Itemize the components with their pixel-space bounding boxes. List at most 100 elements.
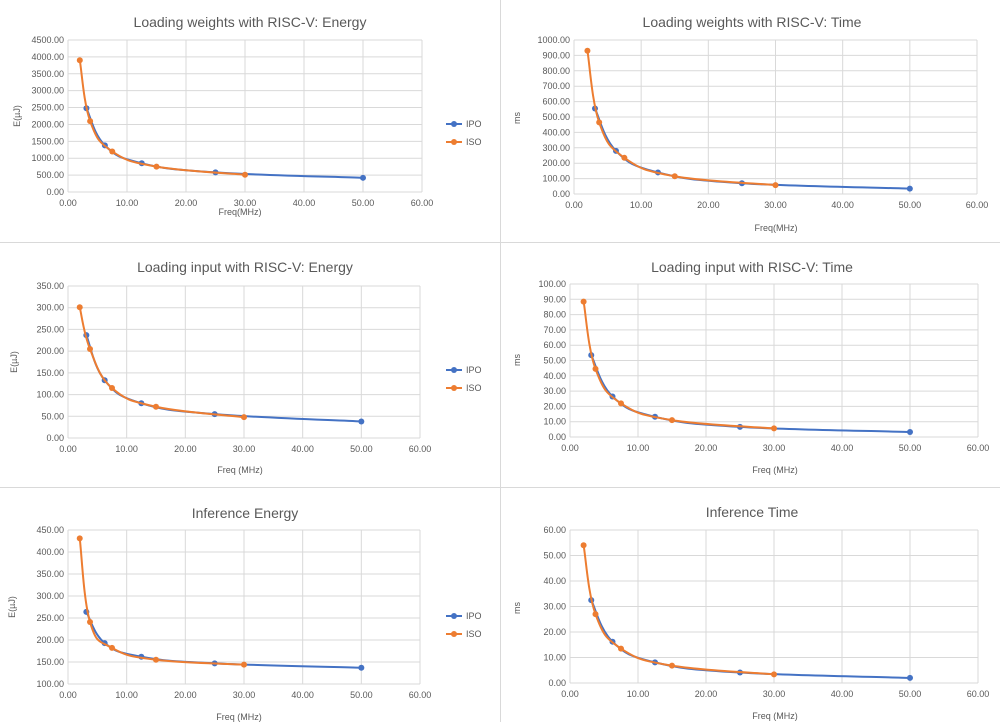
- y-tick-label: 100.00: [36, 390, 64, 400]
- x-tick-label: 30.00: [233, 444, 256, 454]
- data-point-iso: [242, 171, 248, 178]
- y-tick-label: 20.00: [543, 627, 566, 637]
- chart-loading-weights-time: Loading weights with RISC-V: Time 0.00 10.…: [512, 14, 988, 233]
- chart-loading-input-time: Loading input with RISC-V: Time 0.00 10.00…: [512, 259, 990, 475]
- y-tick-label: 70.00: [543, 325, 566, 335]
- y-axis-label: E(µJ): [12, 105, 22, 127]
- y-tick-label: 400.00: [542, 127, 570, 137]
- series-line-iso: [78, 60, 246, 176]
- series-line-ipo: [590, 354, 911, 433]
- x-tick-label: 10.00: [627, 443, 650, 453]
- data-point-iso: [241, 661, 247, 668]
- series-line-ipo: [85, 334, 362, 423]
- data-point-iso: [109, 148, 116, 155]
- x-tick-label: 60.00: [967, 443, 990, 453]
- x-tick-label: 50.00: [350, 444, 373, 454]
- y-tick-label: 250.00: [36, 613, 64, 623]
- x-axis-label: Freq (MHz): [217, 465, 263, 475]
- x-tick-label: 0.00: [561, 689, 579, 699]
- y-tick-label: 4500.00: [31, 35, 64, 45]
- chart-title: Loading input with RISC-V: Energy: [137, 259, 353, 275]
- x-tick-label: 20.00: [174, 444, 197, 454]
- x-tick-label: 30.00: [233, 690, 256, 700]
- y-tick-label: 300.00: [542, 143, 570, 153]
- legend-marker-ipo: [451, 613, 457, 619]
- series-line-ipo: [590, 599, 911, 679]
- x-tick-label: 60.00: [409, 444, 432, 454]
- x-axis-label: Freq(MHz): [755, 223, 798, 233]
- data-point-iso: [771, 671, 777, 678]
- y-tick-label: 500.00: [36, 170, 64, 180]
- data-point-iso: [669, 662, 675, 669]
- data-point-iso: [580, 298, 587, 305]
- data-point-iso: [618, 400, 624, 407]
- data-point-iso: [671, 173, 678, 180]
- y-tick-label: 800.00: [542, 66, 570, 76]
- data-point-iso: [87, 118, 94, 125]
- y-tick-label: 30.00: [543, 602, 566, 612]
- x-tick-label: 30.00: [763, 443, 786, 453]
- x-tick-label: 40.00: [293, 198, 316, 208]
- data-point-iso: [87, 345, 93, 352]
- chart-panel-inference-time: Inference Time 0.00 10.00 20.00 30.00 40.00 50…: [501, 488, 1000, 722]
- x-tick-label: 40.00: [831, 443, 854, 453]
- x-tick-label: 20.00: [695, 689, 718, 699]
- y-tick-label: 10.00: [543, 417, 566, 427]
- horizontal-divider-2: [0, 487, 1000, 488]
- y-tick-label: 10.00: [543, 653, 566, 663]
- legend-label-iso: ISO: [466, 137, 482, 147]
- y-tick-label: 0.00: [46, 187, 64, 197]
- x-tick-label: 40.00: [831, 689, 854, 699]
- legend-label-ipo: IPO: [466, 119, 482, 129]
- series-line-iso: [582, 301, 775, 430]
- y-axis-label: E(µJ): [7, 596, 17, 618]
- y-tick-label: 40.00: [543, 371, 566, 381]
- y-tick-label: 20.00: [543, 401, 566, 411]
- y-tick-label: 200.00: [36, 635, 64, 645]
- x-tick-label: 10.00: [115, 444, 138, 454]
- y-tick-label: 1500.00: [31, 136, 64, 146]
- horizontal-divider-1: [0, 242, 1000, 243]
- y-tick-label: 500.00: [542, 112, 570, 122]
- x-tick-label: 40.00: [291, 444, 314, 454]
- x-tick-label: 0.00: [59, 690, 77, 700]
- legend-marker-iso: [451, 139, 457, 145]
- data-point-ipo: [907, 674, 913, 681]
- x-tick-label: 30.00: [764, 200, 787, 210]
- chart-inference-time: Inference Time 0.00 10.00 20.00 30.00 40.00 50…: [512, 504, 990, 721]
- x-tick-label: 10.00: [627, 689, 650, 699]
- y-tick-label: 1000.00: [31, 153, 64, 163]
- legend-marker-iso: [451, 631, 457, 637]
- chart-title: Loading weights with RISC-V: Time: [643, 14, 862, 30]
- x-tick-label: 40.00: [831, 200, 854, 210]
- data-point-ipo: [358, 418, 365, 425]
- y-tick-label: 400.00: [36, 547, 64, 557]
- x-tick-label: 10.00: [115, 690, 138, 700]
- y-tick-label: 100.00: [542, 174, 570, 184]
- x-tick-label: 60.00: [411, 198, 434, 208]
- chart-panel-loading-weights-energy: Loading weights with RISC-V: Energy 0.00 1…: [0, 0, 500, 242]
- y-tick-label: 2500.00: [31, 103, 64, 113]
- chart-panel-loading-input-energy: Loading input with RISC-V: Energy 0.00 10.…: [0, 243, 500, 487]
- x-axis-label: Freq (MHz): [752, 465, 798, 475]
- legend-marker-ipo: [451, 121, 457, 127]
- x-axis-label: Freq (MHz): [752, 711, 798, 721]
- x-tick-label: 0.00: [59, 444, 77, 454]
- y-tick-label: 200.00: [36, 346, 64, 356]
- data-point-iso: [153, 656, 159, 663]
- legend-marker-ipo: [451, 367, 457, 373]
- x-tick-label: 60.00: [967, 689, 990, 699]
- chart-inference-energy: Inference Energy 0.00 10.00 20.00 30.00 40.00…: [7, 505, 482, 722]
- data-point-iso: [618, 645, 624, 652]
- y-tick-label: 50.00: [543, 551, 566, 561]
- data-point-iso: [592, 611, 599, 618]
- y-tick-label: 350.00: [36, 281, 64, 291]
- y-tick-label: 450.00: [36, 525, 64, 535]
- data-point-iso: [669, 417, 675, 424]
- y-tick-label: 300.00: [36, 591, 64, 601]
- x-tick-label: 0.00: [561, 443, 579, 453]
- y-tick-label: 2000.00: [31, 119, 64, 129]
- data-point-iso: [771, 425, 777, 432]
- y-tick-label: 0.00: [548, 678, 566, 688]
- data-point-iso: [76, 535, 83, 542]
